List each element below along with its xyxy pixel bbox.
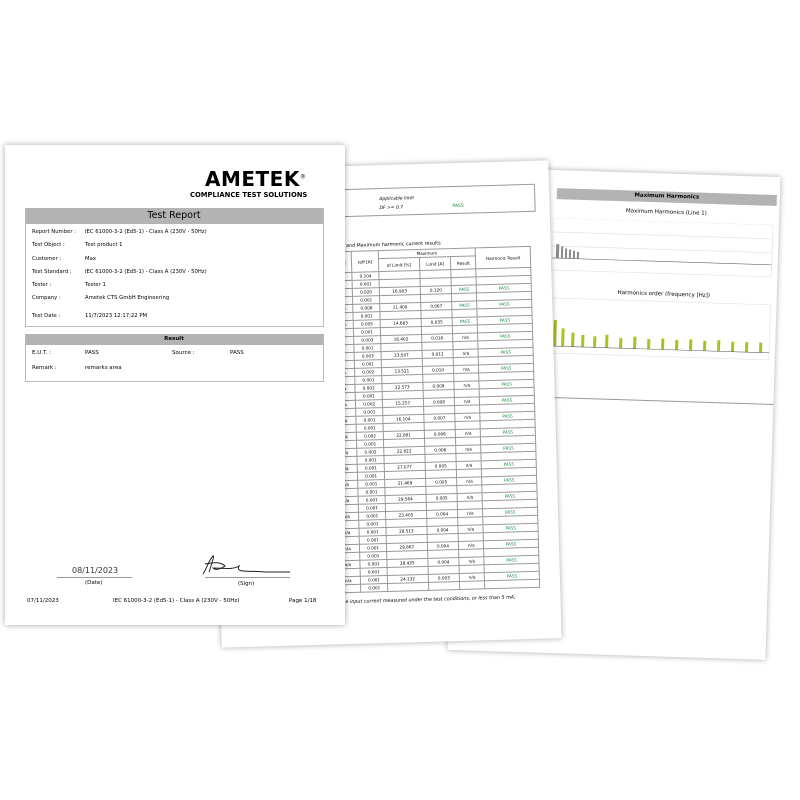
logo-mark: ®	[299, 173, 307, 181]
remark-label: Remark :	[32, 365, 57, 371]
field-label: Report Number :	[32, 229, 76, 235]
date-caption: (Date)	[85, 580, 103, 586]
footer-page: Page 1/18	[289, 598, 317, 604]
source-value: PASS	[230, 350, 244, 356]
eut-label: E.U.T. :	[32, 350, 52, 356]
field-label: Tester :	[32, 282, 52, 288]
limit-title: Applicable limit	[379, 196, 415, 203]
date-line	[57, 577, 132, 578]
field-value: Test product 1	[85, 242, 123, 248]
info-box	[25, 208, 324, 327]
chart-decoration	[548, 217, 774, 361]
header-cell: Result	[450, 255, 477, 270]
field-value: Tester 1	[85, 282, 106, 288]
sign-date: 08/11/2023	[72, 566, 119, 575]
eut-value: PASS	[85, 350, 99, 356]
footer-date: 07/11/2023	[27, 598, 59, 604]
field-label: Test Date :	[32, 313, 61, 319]
footnote: e input current measured under the test …	[345, 595, 516, 606]
header-cell: of Limit [%]	[378, 257, 420, 272]
front-page: AMETEK® COMPLIANCE TEST SOLUTIONS Test R…	[5, 145, 345, 625]
field-label: Customer :	[32, 256, 62, 262]
cell: 0.001	[360, 583, 388, 593]
signature	[202, 555, 290, 575]
limit-condition: DF >= 0.7	[379, 205, 404, 212]
remark-value: remarks area	[85, 365, 122, 371]
field-value: 11/7/2023 12:17:22 PM	[85, 313, 148, 319]
source-label: Source :	[172, 350, 195, 356]
limit-box	[336, 183, 536, 218]
sign-caption: (Sign)	[238, 581, 255, 587]
cell	[387, 582, 429, 592]
header-cell: Limit [A]	[419, 256, 452, 271]
chart-title: Maximum Harmonics (Line 1)	[625, 208, 707, 217]
header-cell: Harmonic Result	[475, 246, 531, 269]
logo: AMETEK®	[205, 167, 306, 191]
cell	[459, 580, 485, 590]
limit-result: PASS	[452, 203, 464, 210]
cell	[484, 579, 540, 589]
result-title: Result	[25, 334, 323, 345]
logo-text: AMETEK	[205, 167, 300, 191]
sign-line	[205, 577, 290, 578]
tagline: COMPLIANCE TEST SOLUTIONS	[190, 191, 308, 199]
back-page: Maximum Harmonics Maximum Harmonics (Lin…	[447, 167, 781, 660]
field-value: Ametek CTS GmbH Engineering	[85, 295, 170, 301]
field-label: Test Object :	[32, 242, 65, 248]
header-cell: Ieff [A]	[351, 250, 379, 273]
footer-standard: IEC 61000-3-2 (Ed5-1) - Class A (230V - …	[113, 598, 240, 604]
section-header: Maximum Harmonics	[556, 188, 777, 207]
cell	[428, 581, 461, 591]
report-title: Test Report	[25, 208, 323, 224]
field-value: Max	[85, 256, 96, 262]
field-value: IEC 61000-3-2 (Ed5-1) - Class A (230V - …	[85, 229, 207, 235]
field-value: IEC 61000-3-2 (Ed5-1) - Class A (230V - …	[85, 269, 207, 275]
field-label: Test Standard :	[32, 269, 72, 275]
field-label: Company :	[32, 295, 61, 301]
